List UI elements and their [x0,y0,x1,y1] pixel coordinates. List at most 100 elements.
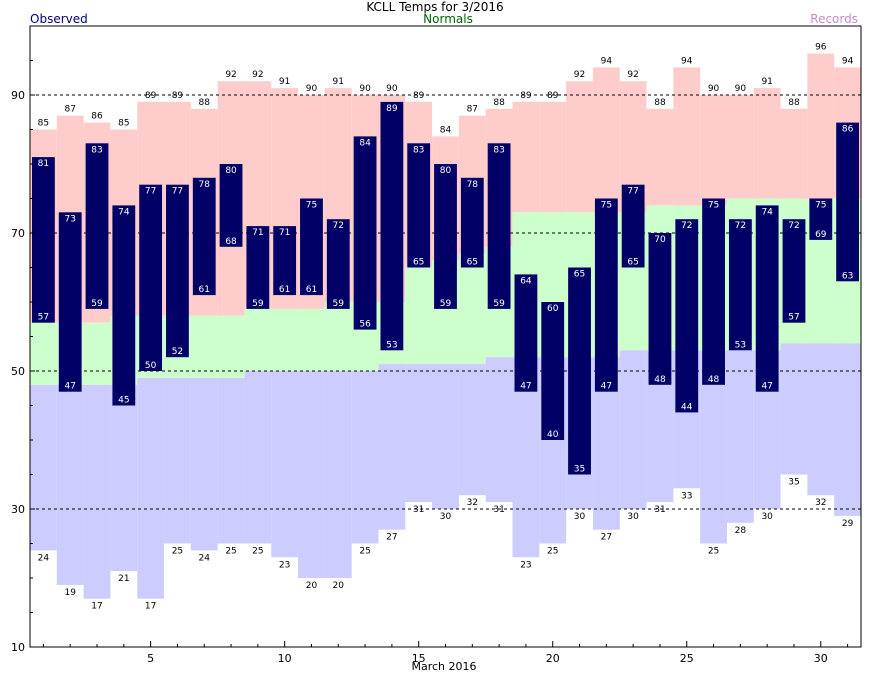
record-low-label: 31 [413,505,424,515]
observed-high-label: 74 [761,207,773,217]
x-tick-label: 10 [278,652,292,665]
observed-low-label: 48 [708,375,720,385]
legend-observed: Observed [30,12,88,26]
observed-high-label: 78 [199,180,211,190]
record-low-label: 25 [172,547,183,557]
observed-bar [219,164,243,247]
record-high-label: 87 [64,105,75,115]
record-high-area [539,101,567,213]
record-high-area [753,88,781,199]
observed-bar [460,177,484,268]
observed-low-label: 59 [252,299,264,309]
record-low-area [56,384,84,585]
observed-bar [487,143,511,309]
normal-range-area [244,308,272,371]
record-low-area [30,384,57,551]
observed-high-label: 60 [547,304,559,314]
normal-range-area [30,322,57,385]
observed-bar [568,267,591,475]
observed-high-label: 71 [252,228,263,238]
record-low-area [217,377,245,544]
record-low-label: 25 [547,547,558,557]
observed-low-label: 47 [520,382,531,392]
observed-bar [273,226,297,296]
record-low-area [190,377,218,551]
observed-bar [326,219,350,309]
observed-low-label: 56 [359,320,371,330]
observed-bar [32,157,55,323]
observed-high-label: 77 [172,187,183,197]
record-low-area [137,377,165,599]
observed-high-label: 78 [467,180,479,190]
observed-high-label: 75 [708,201,719,211]
observed-low-label: 40 [547,430,559,440]
observed-bar [541,302,565,440]
observed-bar [702,198,725,385]
record-low-area [405,364,433,503]
observed-bars [32,101,859,475]
observed-bar [434,164,457,309]
record-low-label: 24 [199,553,211,563]
record-low-label: 19 [64,588,76,598]
observed-low-label: 45 [118,396,129,406]
observed-low-label: 61 [279,285,290,295]
chart-title: KCLL Temps for 3/2016 [366,0,504,14]
observed-bar [192,177,216,296]
record-high-label: 89 [520,91,532,101]
record-low-label: 27 [601,533,612,543]
record-high-label: 92 [627,70,638,80]
observed-high-label: 72 [333,221,344,231]
observed-low-label: 57 [38,313,49,323]
record-low-area [834,343,861,516]
observed-bar [353,136,377,330]
record-low-area [458,364,486,496]
record-high-area [673,67,701,206]
observed-high-label: 75 [306,201,317,211]
observed-low-label: 47 [64,382,75,392]
observed-high-label: 83 [493,145,504,155]
record-high-label: 89 [172,91,184,101]
record-high-area [726,95,754,199]
record-high-label: 84 [440,125,452,135]
observed-low-label: 65 [627,258,638,268]
normal-range-area [83,322,111,385]
observed-bar [621,184,645,268]
observed-low-label: 47 [601,382,612,392]
normal-range-area [458,253,486,365]
record-low-label: 25 [225,547,236,557]
record-high-area [566,81,593,213]
record-low-label: 23 [279,560,290,570]
observed-low-label: 69 [815,230,827,240]
observed-low-label: 53 [386,340,397,350]
record-high-label: 89 [547,91,559,101]
normal-range-area [271,308,299,371]
record-low-label: 24 [38,553,50,563]
y-tick-label: 90 [11,89,25,102]
observed-low-label: 52 [172,347,183,357]
record-high-label: 87 [467,105,478,115]
y-tick-label: 50 [11,365,25,378]
observed-bar [728,219,752,351]
observed-low-label: 59 [493,299,505,309]
x-axis-label: March 2016 [411,660,477,673]
record-high-area [646,108,674,206]
observed-high-label: 80 [440,166,452,176]
observed-high-label: 72 [735,221,746,231]
record-high-label: 88 [199,98,211,108]
observed-bar [139,184,163,371]
record-low-area [298,371,325,578]
record-high-label: 94 [601,56,613,66]
observed-high-label: 71 [279,228,290,238]
observed-high-label: 77 [145,187,156,197]
record-low-area [324,371,352,578]
observed-bar [85,143,109,309]
observed-bar [514,274,538,392]
record-high-label: 90 [306,84,318,94]
record-high-label: 92 [225,70,236,80]
record-low-label: 31 [493,505,504,515]
observed-low-label: 61 [306,285,317,295]
record-low-area [83,384,111,599]
record-low-label: 20 [333,581,345,591]
record-high-label: 88 [788,98,800,108]
record-low-label: 28 [735,526,747,536]
